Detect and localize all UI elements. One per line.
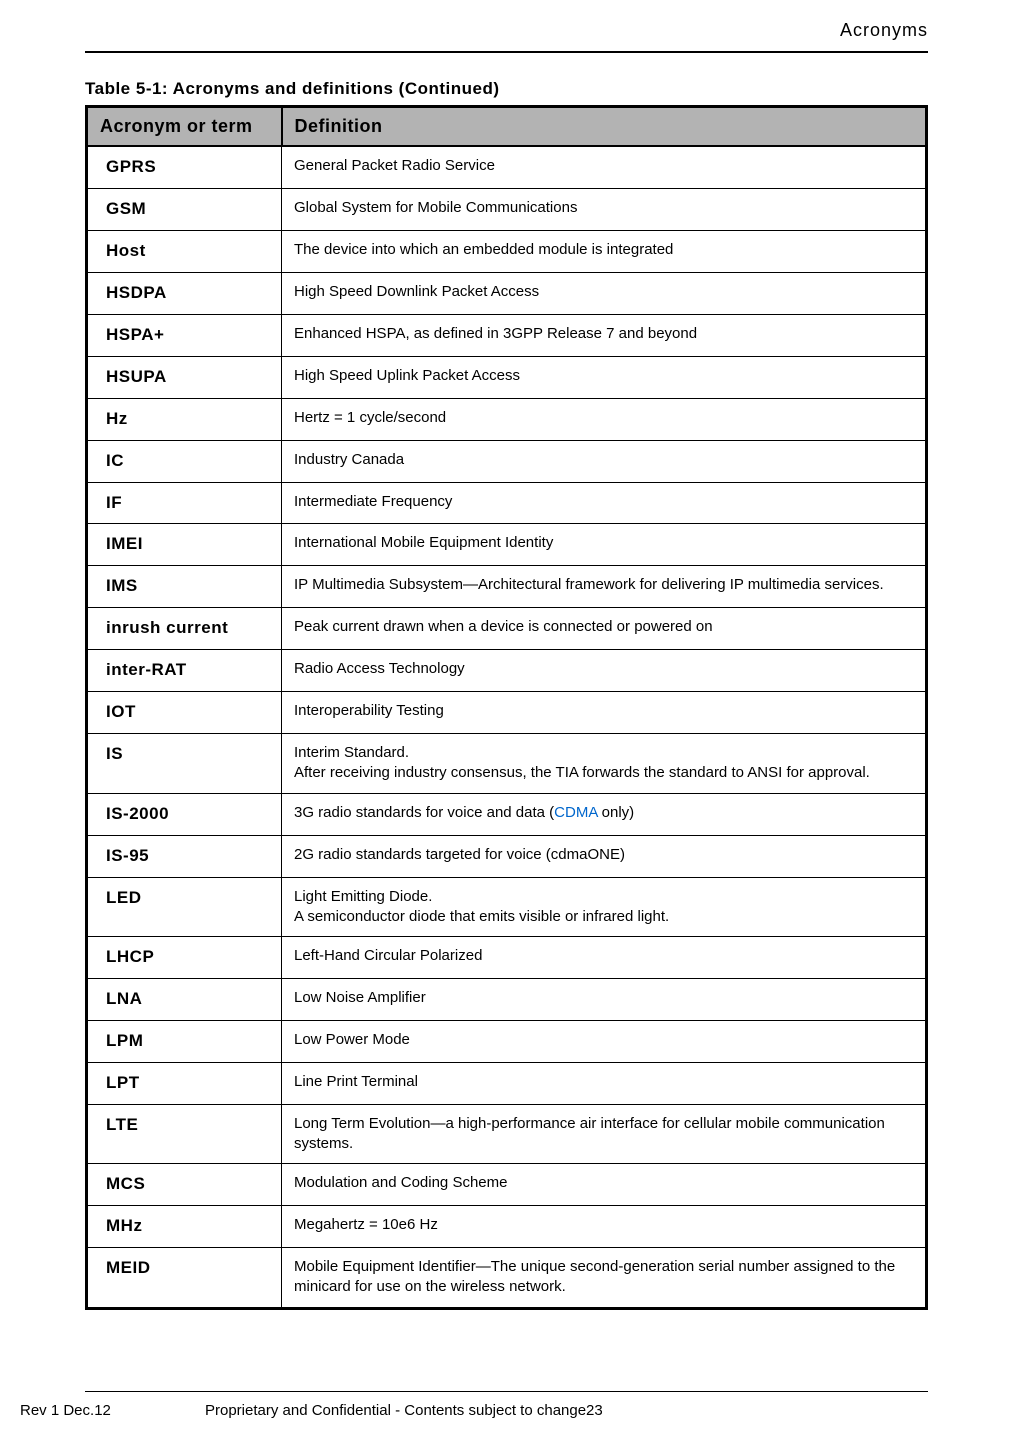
term-cell: Hz <box>87 398 282 440</box>
table-row: GSMGlobal System for Mobile Communicatio… <box>87 188 927 230</box>
term-cell: LHCP <box>87 937 282 979</box>
term-cell: IMEI <box>87 524 282 566</box>
term-cell: inter-RAT <box>87 650 282 692</box>
term-cell: MEID <box>87 1248 282 1309</box>
table-row: LTELong Term Evolution—a high-performanc… <box>87 1104 927 1164</box>
header-rule <box>85 51 928 53</box>
table-row: IS-952G radio standards targeted for voi… <box>87 835 927 877</box>
term-cell: IMS <box>87 566 282 608</box>
table-row: IMEIInternational Mobile Equipment Ident… <box>87 524 927 566</box>
def-cell: High Speed Uplink Packet Access <box>282 356 927 398</box>
table-caption: Table 5-1: Acronyms and definitions (Con… <box>85 79 928 99</box>
def-cell: The device into which an embedded module… <box>282 230 927 272</box>
page-header-section: Acronyms <box>85 20 928 51</box>
term-cell: MHz <box>87 1206 282 1248</box>
term-cell: LPM <box>87 1020 282 1062</box>
table-row: GPRSGeneral Packet Radio Service <box>87 146 927 188</box>
term-cell: HSPA+ <box>87 314 282 356</box>
term-cell: LED <box>87 877 282 937</box>
term-cell: IC <box>87 440 282 482</box>
table-row: HSDPAHigh Speed Downlink Packet Access <box>87 272 927 314</box>
table-header-row: Acronym or term Definition <box>87 107 927 147</box>
term-cell: HSUPA <box>87 356 282 398</box>
term-cell: HSDPA <box>87 272 282 314</box>
term-cell: IS-2000 <box>87 793 282 835</box>
page: Acronyms Table 5-1: Acronyms and definit… <box>0 0 1013 1445</box>
col-header-definition: Definition <box>282 107 927 147</box>
def-cell: 3G radio standards for voice and data (C… <box>282 793 927 835</box>
table-row: IOTInteroperability Testing <box>87 692 927 734</box>
def-cell: General Packet Radio Service <box>282 146 927 188</box>
table-row: HSUPAHigh Speed Uplink Packet Access <box>87 356 927 398</box>
def-cell: Interoperability Testing <box>282 692 927 734</box>
def-cell: Long Term Evolution—a high-performance a… <box>282 1104 927 1164</box>
term-cell: GSM <box>87 188 282 230</box>
def-cell: Industry Canada <box>282 440 927 482</box>
def-cell: Peak current drawn when a device is conn… <box>282 608 927 650</box>
def-cell: Hertz = 1 cycle/second <box>282 398 927 440</box>
acronyms-table: Acronym or term Definition GPRSGeneral P… <box>85 105 928 1310</box>
term-cell: IS-95 <box>87 835 282 877</box>
term-cell: IF <box>87 482 282 524</box>
table-row: MHzMegahertz = 10e6 Hz <box>87 1206 927 1248</box>
table-row: HostThe device into which an embedded mo… <box>87 230 927 272</box>
footer-center: Proprietary and Confidential - Contents … <box>205 1402 928 1419</box>
def-cell: International Mobile Equipment Identity <box>282 524 927 566</box>
footer-line: Rev 1 Dec.12 Proprietary and Confidentia… <box>20 1402 928 1419</box>
table-row: MCSModulation and Coding Scheme <box>87 1164 927 1206</box>
def-cell: Megahertz = 10e6 Hz <box>282 1206 927 1248</box>
cdma-link[interactable]: CDMA <box>554 804 597 821</box>
table-row: LPMLow Power Mode <box>87 1020 927 1062</box>
table-row: IS-20003G radio standards for voice and … <box>87 793 927 835</box>
term-cell: IS <box>87 734 282 794</box>
def-text-post: only) <box>598 804 635 821</box>
def-cell: IP Multimedia Subsystem—Architectural fr… <box>282 566 927 608</box>
term-cell: GPRS <box>87 146 282 188</box>
table-row: HSPA+Enhanced HSPA, as defined in 3GPP R… <box>87 314 927 356</box>
def-cell: Left-Hand Circular Polarized <box>282 937 927 979</box>
table-row: IFIntermediate Frequency <box>87 482 927 524</box>
def-cell: Mobile Equipment Identifier—The unique s… <box>282 1248 927 1309</box>
table-body: GPRSGeneral Packet Radio Service GSMGlob… <box>87 146 927 1308</box>
table-row: IMSIP Multimedia Subsystem—Architectural… <box>87 566 927 608</box>
term-cell: MCS <box>87 1164 282 1206</box>
footer-rule <box>85 1391 928 1392</box>
table-row: MEIDMobile Equipment Identifier—The uniq… <box>87 1248 927 1309</box>
def-text-pre: 3G radio standards for voice and data ( <box>294 804 554 821</box>
term-cell: LPT <box>87 1062 282 1104</box>
def-cell: Intermediate Frequency <box>282 482 927 524</box>
def-cell: 2G radio standards targeted for voice (c… <box>282 835 927 877</box>
table-row: LPTLine Print Terminal <box>87 1062 927 1104</box>
table-row: LHCPLeft-Hand Circular Polarized <box>87 937 927 979</box>
table-row: ICIndustry Canada <box>87 440 927 482</box>
table-row: LNALow Noise Amplifier <box>87 978 927 1020</box>
def-cell: Low Power Mode <box>282 1020 927 1062</box>
table-row: inter-RATRadio Access Technology <box>87 650 927 692</box>
def-cell: Interim Standard.After receiving industr… <box>282 734 927 794</box>
term-cell: inrush current <box>87 608 282 650</box>
def-cell: Enhanced HSPA, as defined in 3GPP Releas… <box>282 314 927 356</box>
table-row: LEDLight Emitting Diode.A semiconductor … <box>87 877 927 937</box>
def-cell: Global System for Mobile Communications <box>282 188 927 230</box>
table-row: ISInterim Standard.After receiving indus… <box>87 734 927 794</box>
def-cell: Light Emitting Diode.A semiconductor dio… <box>282 877 927 937</box>
footer-rev: Rev 1 Dec.12 <box>20 1402 205 1419</box>
def-cell: Line Print Terminal <box>282 1062 927 1104</box>
def-cell: Low Noise Amplifier <box>282 978 927 1020</box>
col-header-term: Acronym or term <box>87 107 282 147</box>
term-cell: LNA <box>87 978 282 1020</box>
table-row: inrush currentPeak current drawn when a … <box>87 608 927 650</box>
term-cell: IOT <box>87 692 282 734</box>
def-cell: High Speed Downlink Packet Access <box>282 272 927 314</box>
page-footer: Rev 1 Dec.12 Proprietary and Confidentia… <box>0 1391 1013 1419</box>
def-cell: Radio Access Technology <box>282 650 927 692</box>
table-row: HzHertz = 1 cycle/second <box>87 398 927 440</box>
term-cell: LTE <box>87 1104 282 1164</box>
def-cell: Modulation and Coding Scheme <box>282 1164 927 1206</box>
term-cell: Host <box>87 230 282 272</box>
